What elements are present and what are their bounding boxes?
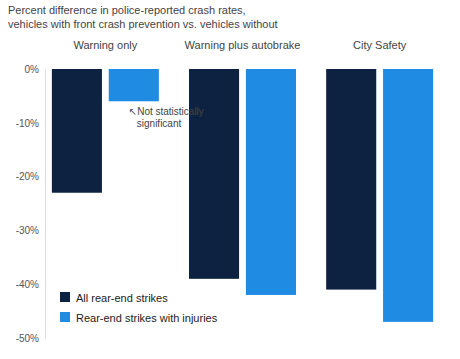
bar — [246, 69, 296, 295]
legend: All rear-end strikes Rear-end strikes wit… — [60, 292, 218, 324]
bar — [52, 69, 102, 193]
legend-label: Rear-end strikes with injuries — [76, 312, 218, 324]
tick-label: -40% — [16, 279, 39, 290]
tick: -30% — [16, 225, 45, 236]
category-label: City Safety — [353, 39, 407, 51]
bar — [189, 69, 239, 279]
tick-label: 0% — [25, 64, 40, 75]
legend-swatch — [60, 312, 70, 322]
category-label: Warning only — [73, 39, 137, 51]
category-label: Warning plus autobrake — [185, 39, 301, 51]
legend-label: All rear-end strikes — [76, 292, 168, 304]
tick: -20% — [16, 171, 45, 182]
bars — [52, 69, 433, 322]
axis-line — [45, 70, 46, 339]
bar — [383, 69, 433, 322]
y-axis: 0% -10% -20% -30% -40% -50% — [16, 64, 46, 344]
tick-label: -50% — [16, 333, 39, 344]
bar — [109, 69, 159, 101]
tick-label: -10% — [16, 118, 39, 129]
tick: -40% — [16, 279, 45, 290]
tick-label: -30% — [16, 225, 39, 236]
tick: -50% — [16, 333, 45, 344]
chart: Percent difference in police-reported cr… — [0, 0, 460, 359]
tick: 0% — [25, 64, 45, 75]
tick: -10% — [16, 118, 45, 129]
annotation: ↖Not statistically significant — [129, 106, 207, 129]
legend-swatch — [60, 292, 70, 302]
title: Percent difference in police-reported cr… — [8, 4, 278, 30]
tick-label: -20% — [16, 171, 39, 182]
bar — [326, 69, 376, 290]
